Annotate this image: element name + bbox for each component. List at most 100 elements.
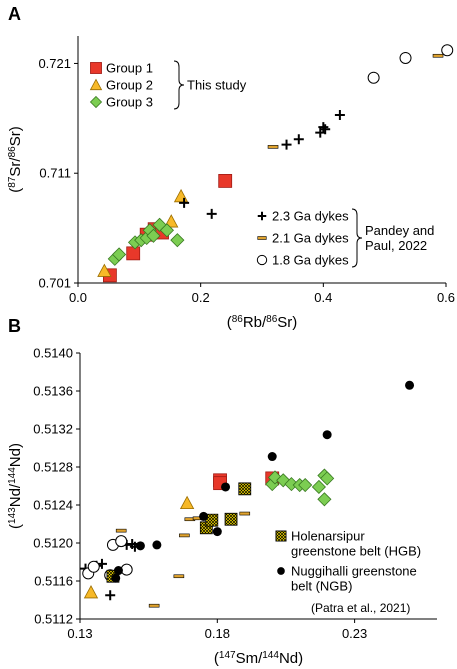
data-point — [173, 574, 185, 579]
legend-marker — [275, 530, 287, 542]
y-tick-label: 0.711 — [39, 166, 71, 181]
legend-label: 2.1 Ga dykes — [272, 231, 349, 246]
y-tick-label: 0.5128 — [33, 460, 73, 475]
data-point — [83, 585, 99, 599]
data-point — [173, 188, 189, 203]
data-point — [113, 566, 123, 576]
y-tick-label: 0.5124 — [33, 498, 73, 513]
data-point — [224, 512, 238, 526]
y-tick-label: 0.5132 — [33, 422, 73, 437]
x-tick-label: 0.13 — [67, 626, 92, 641]
series-plus — [179, 110, 345, 219]
y-axis-label: (143Nd/144Nd) — [7, 443, 25, 529]
panel-b: B 0.13 0.18 0.23 0.5112 0.5116 0.5120 0.5124 0.5… — [7, 316, 437, 668]
legend-label: belt (NGB) — [291, 579, 352, 594]
panel-label: A — [8, 4, 21, 24]
data-point — [112, 247, 127, 262]
legend-marker — [256, 254, 268, 266]
series-diamond — [107, 217, 185, 266]
series-circle — [367, 44, 454, 84]
data-point — [152, 540, 162, 550]
y-tick-label: 0.5112 — [34, 612, 73, 627]
label-part: Sm/ — [236, 650, 264, 667]
legend-bracket — [173, 60, 185, 110]
label-superscript: 86 — [7, 146, 18, 158]
data-point — [126, 246, 141, 261]
y-axis-label: (87Sr/86Sr) — [7, 126, 25, 192]
data-point — [267, 452, 277, 462]
legend-label: Nuggihalli greenstone — [291, 564, 417, 579]
data-point — [179, 197, 190, 208]
panel-a: A0.0 0.2 0.4 0.60.7010.7110.721(86Rb/86Sr)(… — [7, 4, 456, 331]
label-part: ( — [227, 314, 232, 331]
label-superscript: 87 — [7, 176, 18, 188]
legend-label: Group 1 — [106, 61, 153, 76]
data-point — [170, 233, 185, 248]
series-dash — [267, 53, 444, 149]
legend-label: greenstone belt (HGB) — [291, 544, 421, 559]
x-tick-label: 0.6 — [437, 290, 455, 305]
legend-marker — [90, 62, 102, 74]
legend-bracket — [351, 208, 363, 268]
data-point — [399, 51, 412, 64]
data-point — [405, 380, 415, 390]
data-point — [146, 228, 161, 243]
label-superscript: 86 — [232, 314, 244, 325]
y-tick-label: 0.721 — [38, 56, 71, 71]
data-point — [432, 53, 444, 58]
label-part: ( — [214, 650, 219, 667]
data-point — [206, 208, 217, 219]
data-point — [221, 482, 231, 492]
legend-group-label: This study — [187, 78, 247, 93]
label-superscript: 143 — [7, 507, 18, 524]
label-superscript: 86 — [266, 314, 278, 325]
y-tick-label: 0.5116 — [34, 574, 73, 589]
x-tick-label: 0.4 — [314, 290, 332, 305]
series-diamond — [265, 468, 335, 507]
x-axis-label: (147Sm/144Nd) — [214, 650, 303, 668]
data-point — [199, 511, 209, 521]
data-point — [148, 603, 160, 608]
legend: 2.3 Ga dykes 2.1 Ga dykes 1.8 Ga dykes Pand… — [256, 208, 434, 268]
data-point — [322, 430, 332, 440]
data-point — [267, 145, 279, 149]
label-part: Rb/ — [243, 314, 267, 331]
label-superscript: 144 — [7, 467, 18, 484]
label-part: Sr) — [277, 314, 297, 331]
data-point — [441, 44, 454, 57]
data-point — [97, 263, 112, 277]
series-circle — [82, 535, 133, 582]
data-point — [218, 174, 233, 188]
label-superscript: 144 — [262, 650, 279, 661]
legend-group-label: Pandey and — [365, 223, 434, 238]
data-point — [239, 511, 251, 516]
data-point — [87, 560, 100, 573]
data-point — [311, 479, 326, 495]
legend-label: Group 3 — [106, 95, 153, 110]
legend-label: Group 2 — [106, 78, 153, 93]
data-point — [179, 533, 190, 538]
series-triangle — [83, 495, 195, 599]
series-dash — [115, 511, 251, 608]
panel-label: B — [8, 316, 21, 336]
data-point — [320, 471, 335, 486]
data-point — [238, 482, 252, 496]
data-point — [135, 541, 145, 551]
label-part: Nd) — [279, 650, 303, 667]
data-point — [164, 214, 179, 228]
data-point — [320, 124, 331, 135]
legend-group-label: Paul, 2022 — [365, 238, 427, 253]
data-point — [115, 535, 128, 548]
data-point — [179, 495, 195, 510]
label-part: ( — [7, 524, 24, 529]
data-point — [298, 477, 313, 493]
legend-note: (Patra et al., 2021) — [311, 601, 410, 615]
label-part: Nd) — [7, 443, 24, 467]
legend: Group 1 Group 2 Group 3 This study — [89, 60, 247, 110]
y-tick-label: 0.5136 — [33, 384, 73, 399]
legend-marker — [257, 211, 267, 221]
data-point — [334, 110, 345, 121]
label-part: ( — [7, 188, 24, 193]
data-point — [293, 134, 304, 145]
